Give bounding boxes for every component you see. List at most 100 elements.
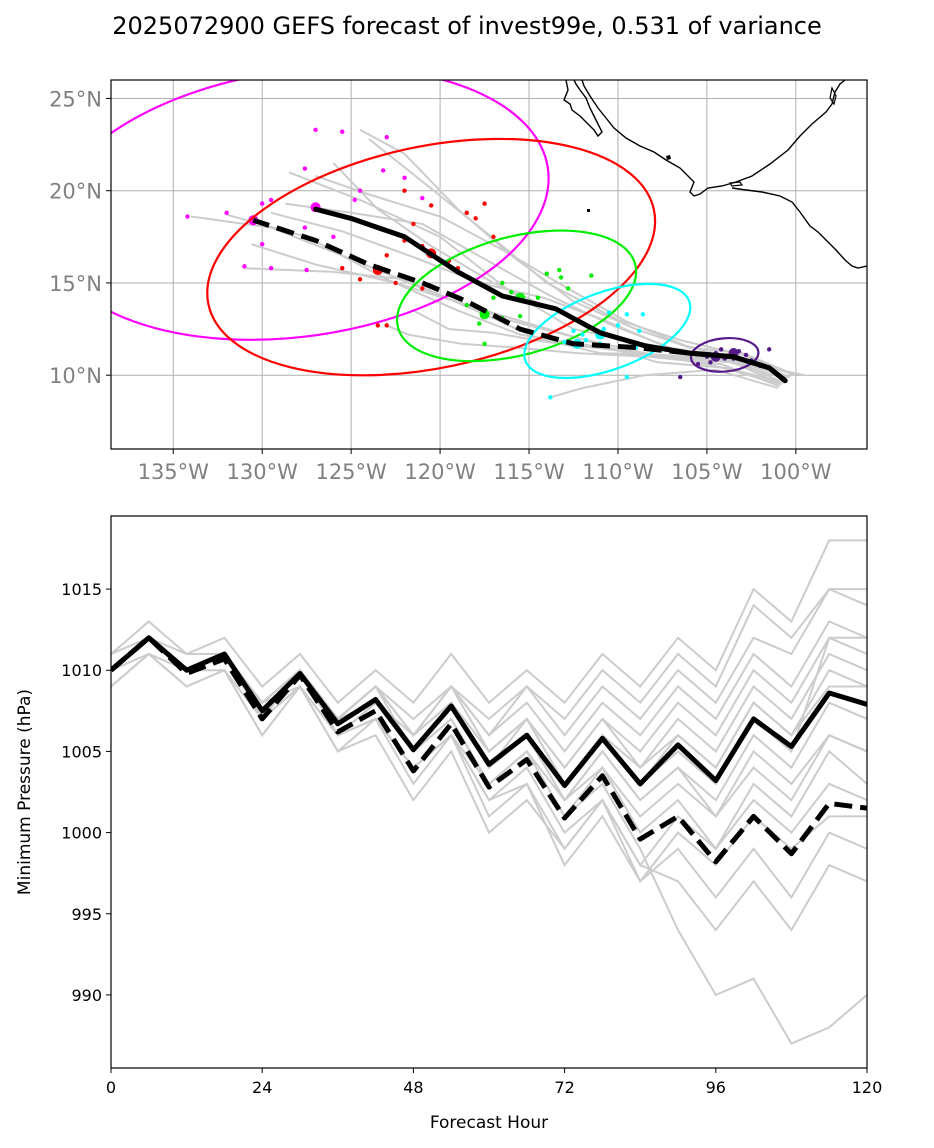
cluster-4-point-7 (640, 312, 646, 317)
map-lon-tick-label-2: 125°W (315, 460, 387, 484)
pressure-member-line-11 (111, 652, 867, 867)
member-track-9 (251, 243, 786, 384)
cluster-5-ellipse (689, 337, 760, 373)
cluster-3-point-6 (558, 275, 564, 280)
cluster-5-point-1 (708, 360, 713, 365)
cluster-3-point-9 (565, 286, 571, 291)
x-tick-label-4: 96 (706, 1078, 726, 1097)
map-lon-tick-label-0: 135°W (138, 460, 210, 484)
map-lon-tick-label-5: 110°W (582, 460, 654, 484)
figure-title: 2025072900 GEFS forecast of invest99e, 0… (112, 12, 822, 40)
cluster-1-point-17 (260, 242, 265, 247)
cluster-3-point-8 (589, 273, 594, 278)
cluster-2-point-14 (357, 277, 363, 282)
mean-track-solid (313, 206, 788, 384)
pressure-ticks: 0 24 48 72 96 120 990 995 1000 1005 1010 1015 (61, 580, 882, 1097)
cluster-4-point-5 (615, 323, 621, 328)
map-frame (110, 79, 868, 450)
map-lat-tick-label-0: 10°N (49, 364, 102, 388)
cluster-3-point-12 (491, 295, 496, 300)
y-tick-label-0: 990 (71, 986, 102, 1005)
cluster-5-point-2 (718, 347, 724, 352)
cluster-4-point-10 (624, 374, 630, 380)
cluster-5-point-5 (743, 352, 749, 358)
cluster-1-ellipse (111, 80, 550, 341)
map-tick-labels: 135°W 130°W 125°W 120°W 115°W 110°W 105°W 100°W… (49, 87, 832, 484)
map-lat-tick-label-3: 25°N (49, 87, 102, 111)
cluster-3-point-0 (464, 302, 469, 308)
x-tick-label-5: 120 (852, 1078, 883, 1097)
cluster-3-point-10 (482, 341, 487, 347)
cluster-1-point-14 (242, 264, 247, 269)
cluster-2-point-1 (384, 253, 389, 258)
pressure-frame (110, 515, 868, 1069)
y-tick-label-4: 1010 (61, 661, 102, 680)
map-lon-tick-label-6: 105°W (671, 460, 743, 484)
cluster-2-point-4 (428, 203, 434, 208)
cluster-2-point-3 (411, 221, 416, 227)
cluster-4-point-12 (580, 332, 585, 337)
cluster-3-point-3 (509, 289, 514, 295)
cluster-2-point-0 (340, 265, 345, 271)
cluster-2-point-15 (402, 188, 407, 193)
cluster-1-point-15 (268, 265, 274, 271)
x-tick-label-3: 72 (554, 1078, 574, 1097)
member-track-5 (550, 368, 779, 399)
x-tick-label-1: 24 (252, 1078, 272, 1097)
pressure-background (111, 516, 867, 1068)
pressure-member-line-1 (111, 539, 867, 705)
cluster-4-point-3 (606, 310, 612, 315)
coastline (563, 80, 867, 269)
cluster-4-point-6 (637, 328, 642, 334)
mexico-coastline-south (731, 187, 867, 269)
cluster-3-ellipse (395, 229, 638, 363)
cluster-1-point-12 (420, 195, 425, 201)
cluster-1-point-11 (402, 175, 407, 180)
map-lon-tick-label-4: 115°W (493, 460, 565, 484)
island-small-2 (587, 209, 590, 212)
cluster-3-point-14 (500, 280, 505, 286)
cluster-3-point-11 (517, 313, 523, 319)
cluster-4 (523, 282, 692, 400)
island-small-1 (666, 155, 671, 160)
cluster-4-point-1 (571, 328, 576, 334)
cluster-1-point-13 (302, 225, 308, 230)
cluster-1-point-10 (352, 197, 357, 203)
cluster-1-point-2 (260, 201, 265, 206)
y-tick-label-1: 995 (71, 905, 102, 924)
cluster-3-point-1 (477, 321, 482, 326)
cluster-4-point-13 (601, 326, 606, 332)
cluster-4-point-4 (624, 312, 630, 317)
cluster-1-point-3 (268, 197, 274, 203)
cluster-1-point-8 (357, 188, 363, 193)
baja-peninsula (563, 80, 603, 138)
pressure-panel: 0 24 48 72 96 120 990 995 1000 1005 1010 1015 Forec… (15, 515, 882, 1133)
cluster-2-point-10 (420, 286, 425, 291)
cluster-1-point-1 (224, 210, 229, 216)
y-tick-label-5: 1015 (61, 580, 102, 599)
pressure-mean-line-dashed (111, 635, 867, 865)
pressure-mean-line-solid (111, 635, 867, 788)
pressure-mean-lines (111, 635, 867, 865)
map-lat-tick-label-1: 15°N (49, 272, 102, 296)
cluster-1-point-9 (384, 134, 389, 140)
x-axis-label: Forecast Hour (430, 1113, 548, 1133)
cluster-1-point-7 (340, 129, 345, 134)
map-lon-tick-label-1: 130°W (227, 460, 299, 484)
cluster-1-point-18 (380, 168, 386, 173)
mean-track-dashed (252, 217, 787, 383)
track-map-panel: 135°W 130°W 125°W 120°W 115°W 110°W 105°W 100°W… (49, 79, 868, 484)
cluster-2-point-12 (375, 323, 381, 328)
mean-tracks (252, 206, 788, 384)
cluster-2-point-17 (464, 210, 469, 216)
cluster-2-point-6 (473, 216, 478, 221)
cluster-3-point-5 (544, 271, 550, 276)
cluster-1-point-19 (313, 127, 318, 133)
cluster-2-point-13 (384, 323, 389, 328)
y-tick-label-3: 1005 (61, 742, 102, 761)
map-background (111, 80, 867, 449)
cluster-1-point-16 (304, 267, 309, 273)
cluster-5-point-12 (678, 374, 683, 380)
cluster-1-point-6 (331, 234, 336, 240)
